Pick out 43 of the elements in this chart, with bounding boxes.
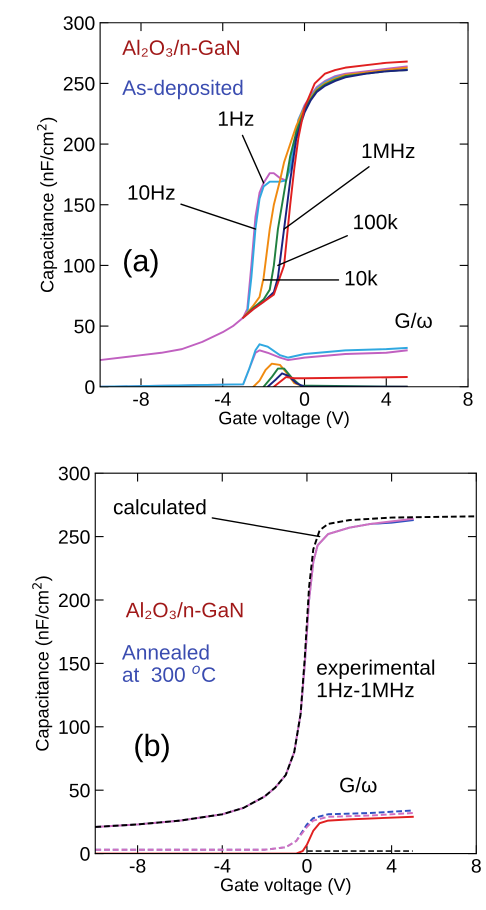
annotation: (a) (124, 249, 158, 278)
annotation: (b) (135, 734, 169, 762)
annotation: 1MHz (362, 144, 414, 158)
x-tick-label: -8 (133, 392, 149, 406)
x-tick-label: 8 (472, 858, 481, 873)
annotation: Annealed at 300 $^{o}$C (122, 644, 216, 682)
annotation: As-deposited (122, 80, 242, 100)
y-axis-title: Capacitance (nF/cm$^{2}$) (32, 576, 52, 751)
annotation: experimental 1Hz-1MHz (317, 660, 434, 698)
x-tick-label: 8 (463, 392, 473, 406)
x-tick-label: -4 (214, 392, 231, 406)
annotation: Al₂O₃/n-GaN (126, 602, 242, 620)
x-axis-title: Gate voltage (V) (219, 411, 349, 428)
annotation: 10k (346, 270, 378, 286)
y-tick-label: 150 (59, 656, 90, 671)
y-tick-label: 300 (64, 16, 94, 30)
y-tick-label: 200 (58, 593, 90, 608)
y-tick-label: 0 (85, 380, 94, 394)
y-tick-label: 250 (58, 530, 90, 544)
y-tick-label: 50 (74, 320, 94, 334)
x-tick-label: 0 (300, 392, 310, 406)
x-tick-label: -8 (130, 858, 146, 873)
annotation: G/ω (395, 312, 432, 328)
y-tick-label: 250 (64, 76, 94, 91)
annotation: calculated (114, 499, 206, 514)
annotation: G/ω (340, 777, 377, 792)
x-tick-label: 4 (386, 859, 396, 873)
y-axis-title: Capacitance (nF/cm$^{2}$) (37, 118, 58, 292)
annotation: 1Hz (218, 111, 254, 126)
y-tick-label: 100 (59, 720, 90, 734)
annotation: 10Hz (128, 185, 175, 200)
x-tick-label: 0 (302, 858, 312, 873)
x-tick-label: -4 (214, 859, 230, 873)
y-tick-label: 300 (58, 466, 90, 480)
annotation: 100k (354, 214, 398, 230)
y-tick-label: 150 (64, 198, 94, 212)
y-tick-label: 200 (64, 138, 94, 152)
x-axis-title: Gate voltage (V) (220, 878, 350, 895)
y-tick-label: 100 (64, 258, 94, 273)
y-tick-label: 0 (80, 847, 90, 861)
annotation: Al₂O₃/n-GaN (122, 40, 239, 57)
x-tick-label: 4 (381, 392, 392, 406)
y-tick-label: 50 (70, 784, 90, 798)
